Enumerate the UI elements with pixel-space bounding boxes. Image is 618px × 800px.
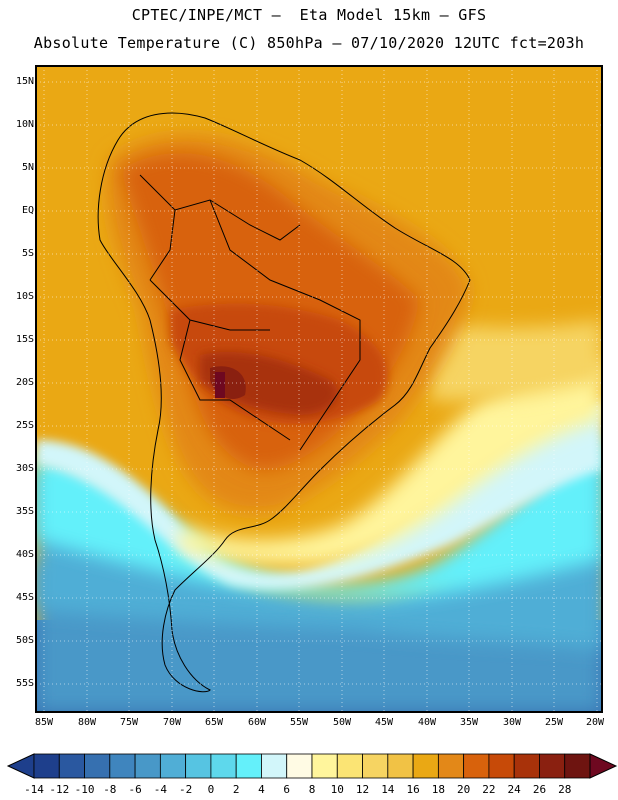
colorbar-label: 0 — [207, 783, 215, 796]
lat-label: 40S — [15, 549, 34, 560]
colorbar-label: -2 — [179, 783, 193, 796]
lat-label: 25S — [15, 420, 34, 431]
colorbar-swatch — [210, 753, 237, 779]
lon-label: 30W — [502, 717, 522, 728]
lon-label: 85W — [34, 717, 54, 728]
colorbar-label: 20 — [457, 783, 471, 796]
lat-label: 5S — [21, 248, 34, 259]
lon-label: 55W — [289, 717, 309, 728]
colorbar-label: -12 — [49, 783, 70, 796]
lat-label: 15N — [15, 76, 34, 87]
colorbar-label: 6 — [283, 783, 291, 796]
colorbar-label: -8 — [103, 783, 117, 796]
colorbar-swatch — [58, 753, 85, 779]
colorbar-swatch — [488, 753, 515, 779]
colorbar-label: -10 — [74, 783, 95, 796]
lon-label: 75W — [119, 717, 139, 728]
lon-label: 80W — [77, 717, 97, 728]
lat-label: 35S — [15, 506, 34, 517]
lon-label: 25W — [544, 717, 564, 728]
colorbar-swatch — [412, 753, 439, 779]
colorbar-label: 24 — [507, 783, 521, 796]
lat-label: 50S — [15, 635, 34, 646]
colorbar-swatch — [311, 753, 338, 779]
lon-label: 70W — [162, 717, 182, 728]
colorbar-label: 22 — [482, 783, 496, 796]
colorbar-label: 28 — [558, 783, 572, 796]
lat-label: 55S — [15, 678, 34, 689]
colorbar-label: 4 — [258, 783, 265, 796]
lat-label: 45S — [15, 592, 34, 603]
colorbar-swatch — [84, 753, 111, 779]
colorbar-swatch — [33, 753, 60, 779]
map-border — [35, 65, 603, 713]
lon-label: 60W — [247, 717, 267, 728]
colorbar-label: 18 — [431, 783, 445, 796]
lat-label: EQ — [21, 205, 34, 216]
title-line-1: CPTEC/INPE/MCT – Eta Model 15km – GFS — [131, 6, 487, 24]
colorbar-swatch — [539, 753, 566, 779]
lat-label: 15S — [15, 334, 34, 345]
temperature-field — [36, 66, 602, 712]
colorbar-swatch — [362, 753, 389, 779]
colorbar-swatch — [387, 753, 414, 779]
lon-label: 20W — [585, 717, 605, 728]
colorbar-swatch — [185, 753, 212, 779]
colorbar-label: 16 — [406, 783, 420, 796]
lat-label: 10N — [15, 119, 34, 130]
colorbar-label: 12 — [355, 783, 370, 796]
title-line-2: Absolute Temperature (C) 850hPa – 07/10/… — [33, 34, 585, 52]
colorbar-label: -6 — [128, 783, 142, 796]
colorbar-swatch — [109, 753, 136, 779]
colorbar-label: 14 — [381, 783, 395, 796]
lat-label: 5N — [21, 162, 34, 173]
colorbar-label: 10 — [330, 783, 344, 796]
lon-label: 65W — [204, 717, 224, 728]
lat-label: 30S — [15, 463, 34, 474]
coastline — [97, 112, 471, 693]
colorbar-swatch — [159, 753, 187, 779]
colorbar-label: 2 — [232, 783, 240, 796]
colorbar-swatch — [564, 753, 591, 779]
lat-label: 20S — [15, 377, 34, 388]
colorbar-label: 8 — [308, 783, 316, 796]
colorbar-swatch — [437, 753, 465, 779]
colorbar-label: -4 — [153, 783, 167, 796]
colorbar-swatch — [286, 753, 313, 779]
lon-label: 35W — [459, 717, 479, 728]
colorbar-label: 26 — [532, 783, 547, 796]
colorbar-over-arrow — [589, 753, 618, 779]
colorbar-under-arrow — [6, 753, 35, 779]
colorbar-swatch — [336, 753, 363, 779]
colorbar-swatch — [463, 753, 490, 779]
colorbar-swatch — [134, 753, 161, 779]
colorbar — [6, 753, 618, 779]
colorbar-swatch — [261, 753, 288, 779]
lon-label: 40W — [417, 717, 437, 728]
colorbar-label: -14 — [24, 783, 44, 796]
colorbar-swatch — [235, 753, 262, 779]
lon-label: 50W — [332, 717, 352, 728]
lat-label: 10S — [15, 291, 34, 302]
lon-label: 45W — [374, 717, 394, 728]
colorbar-swatch — [513, 753, 540, 779]
